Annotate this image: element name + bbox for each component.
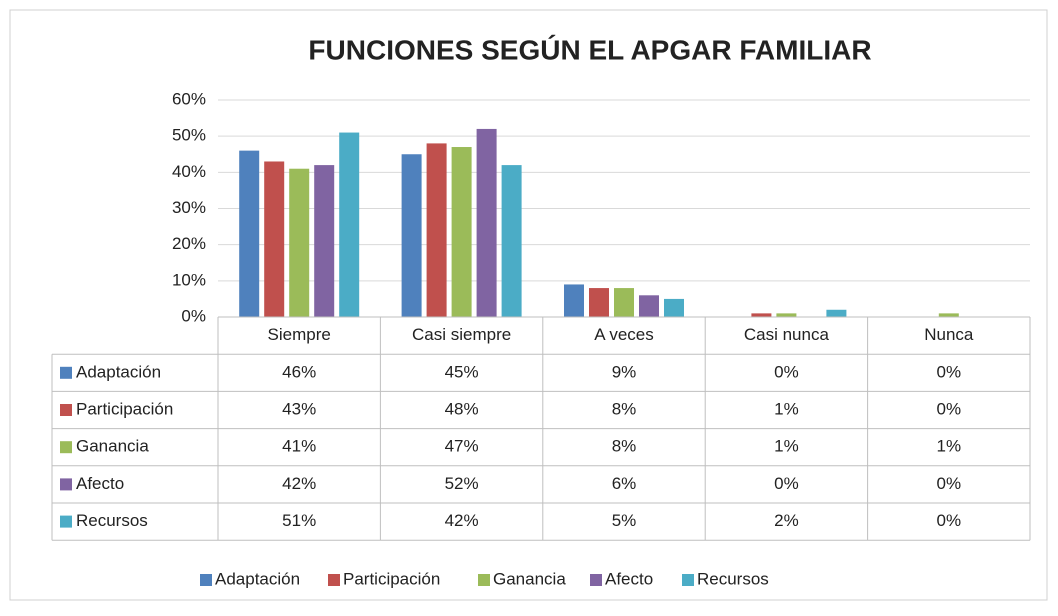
legend-key	[200, 574, 212, 586]
table-cell: 0%	[937, 474, 962, 493]
table-cell: 9%	[612, 362, 637, 381]
table-cell: 0%	[774, 474, 799, 493]
table-cell: 0%	[937, 399, 962, 418]
legend-label: Participación	[343, 569, 440, 588]
table-row-label: Adaptación	[76, 362, 161, 381]
bar	[826, 309, 847, 317]
table-cell: 51%	[282, 511, 316, 530]
legend-label: Ganancia	[493, 569, 566, 588]
legend-key	[328, 574, 340, 586]
table-legend-key	[60, 404, 72, 416]
table-cell: 0%	[937, 511, 962, 530]
table-cell: 42%	[282, 474, 316, 493]
bar	[426, 143, 447, 317]
bar	[501, 165, 522, 317]
bar	[451, 147, 472, 317]
bar	[751, 313, 772, 317]
y-tick-label: 0%	[181, 306, 206, 325]
bar	[289, 168, 310, 317]
table-cell: 0%	[774, 362, 799, 381]
bar	[589, 288, 609, 317]
table-cell: 46%	[282, 362, 316, 381]
bar	[476, 128, 497, 317]
bar	[564, 284, 584, 317]
table-row-label: Ganancia	[76, 437, 149, 456]
bar	[938, 313, 959, 317]
table-cell: 42%	[445, 511, 479, 530]
table-legend-key	[60, 478, 72, 491]
table-cell: 47%	[445, 437, 479, 456]
table-cell: 2%	[774, 511, 799, 530]
bar	[776, 313, 797, 317]
bar	[314, 165, 335, 317]
table-cell: 6%	[612, 474, 637, 493]
y-tick-label: 40%	[172, 162, 206, 181]
table-cell: 43%	[282, 399, 316, 418]
bar	[264, 161, 285, 317]
legend-label: Recursos	[697, 569, 769, 588]
bar	[614, 288, 634, 317]
table-cell: 52%	[445, 474, 479, 493]
table-cell: 5%	[612, 511, 637, 530]
table-legend-key	[60, 441, 72, 454]
legend-key	[682, 574, 694, 586]
table-cell: 1%	[937, 437, 962, 456]
table-legend-key	[60, 366, 72, 379]
x-tick-label: A veces	[594, 325, 654, 344]
legend-key	[590, 574, 602, 586]
x-tick-label: Siempre	[268, 325, 331, 344]
table-row-label: Recursos	[76, 511, 148, 530]
bar	[639, 295, 659, 317]
y-tick-label: 50%	[172, 126, 206, 145]
chart-border	[9, 9, 1048, 601]
table-cell: 0%	[937, 362, 962, 381]
table-cell: 41%	[282, 437, 316, 456]
table-cell: 8%	[612, 399, 637, 418]
table-legend-key	[60, 515, 72, 528]
table-cell: 48%	[445, 399, 479, 418]
chart-title: FUNCIONES SEGÚN EL APGAR FAMILIAR	[308, 34, 871, 65]
y-tick-label: 60%	[172, 89, 206, 108]
legend-label: Adaptación	[215, 569, 300, 588]
y-tick-label: 10%	[172, 270, 206, 289]
table-cell: 8%	[612, 437, 637, 456]
y-tick-label: 20%	[172, 234, 206, 253]
table-row-label: Participación	[76, 399, 173, 418]
bar	[401, 154, 422, 317]
table-row-label: Afecto	[76, 474, 124, 493]
table-cell: 1%	[774, 399, 799, 418]
table-cell: 45%	[445, 362, 479, 381]
bar	[664, 298, 684, 317]
bar	[239, 150, 260, 317]
y-tick-label: 30%	[172, 198, 206, 217]
bar	[339, 132, 360, 317]
x-tick-label: Nunca	[924, 325, 974, 344]
legend-key	[478, 574, 490, 586]
x-tick-label: Casi siempre	[412, 325, 511, 344]
x-tick-label: Casi nunca	[744, 325, 830, 344]
table-cell: 1%	[774, 437, 799, 456]
legend-label: Afecto	[605, 569, 653, 588]
